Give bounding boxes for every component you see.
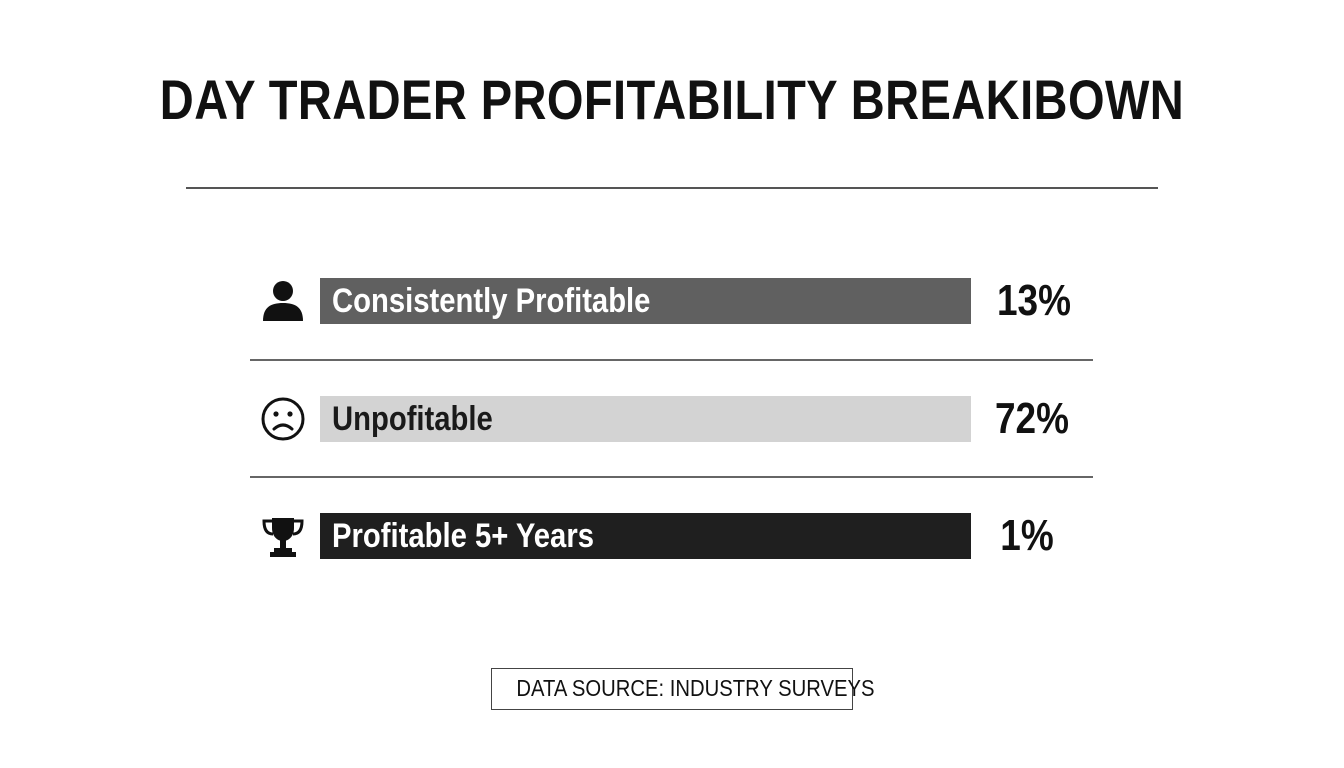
row-divider [250, 476, 1093, 478]
title-divider [186, 187, 1158, 189]
bar-label: Profitable 5+ Years [332, 517, 594, 555]
data-source-text: DATA SOURCE: INDUSTRY SURVEYS [516, 675, 875, 701]
chart-title: DAY TRADER PROFITABILITY BREAKIBOWN [159, 68, 1185, 131]
bar-value-label: 13% [997, 276, 1071, 325]
bar-row: Profitable 5+ Years [320, 513, 971, 559]
bar [320, 396, 971, 442]
person-icon [259, 277, 307, 325]
bar-row: Consistently Profitable [320, 278, 971, 324]
bar-value-label: 72% [995, 394, 1069, 443]
bar-value-label: 1% [1000, 511, 1054, 560]
bar-label: Consistently Profitable [332, 282, 651, 320]
sad-face-icon [259, 395, 307, 443]
bar-row: Unpofitable [320, 396, 971, 442]
bar [320, 513, 971, 559]
bar-label: Unpofitable [332, 400, 493, 438]
row-divider [250, 359, 1093, 361]
trophy-icon [259, 512, 307, 560]
bar [320, 278, 971, 324]
data-source-box: DATA SOURCE: INDUSTRY SURVEYS [491, 668, 874, 710]
